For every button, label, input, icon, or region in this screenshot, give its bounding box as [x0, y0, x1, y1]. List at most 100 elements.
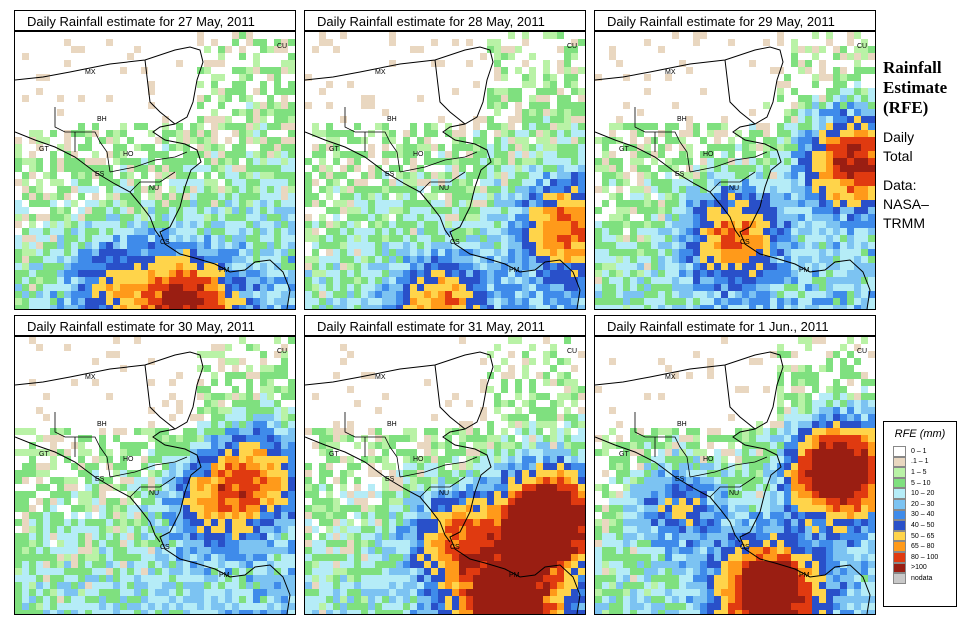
rainfall-cell — [15, 179, 22, 186]
rainfall-cell — [176, 435, 183, 442]
rainfall-cell — [36, 582, 43, 589]
rainfall-cell — [487, 193, 494, 200]
rainfall-cell — [494, 228, 501, 235]
rainfall-cell — [92, 242, 99, 249]
rainfall-cell — [204, 351, 211, 358]
rainfall-cell — [487, 46, 494, 53]
rainfall-cell — [515, 428, 522, 435]
rainfall-cell — [522, 235, 529, 242]
rainfall-cell — [267, 505, 274, 512]
rainfall-cell — [176, 270, 183, 277]
rainfall-cell — [319, 277, 326, 284]
rainfall-cell — [578, 263, 585, 270]
rainfall-cell — [487, 39, 494, 46]
rainfall-cell — [260, 46, 267, 53]
rainfall-cell — [494, 221, 501, 228]
rainfall-cell — [494, 60, 501, 67]
rainfall-cell — [728, 39, 735, 46]
rainfall-cell — [99, 428, 106, 435]
rainfall-cell — [148, 151, 155, 158]
rainfall-cell — [819, 305, 826, 309]
rainfall-cell — [78, 270, 85, 277]
rainfall-cell — [543, 435, 550, 442]
rainfall-cell — [452, 165, 459, 172]
rainfall-cell — [176, 207, 183, 214]
rainfall-cell — [246, 123, 253, 130]
rainfall-cell — [281, 46, 288, 53]
rainfall-cell — [15, 284, 22, 291]
rainfall-cell — [176, 228, 183, 235]
rainfall-cell — [515, 393, 522, 400]
rainfall-cell — [169, 442, 176, 449]
rainfall-cell — [459, 186, 466, 193]
rainfall-cell — [288, 256, 295, 263]
rainfall-cell — [819, 102, 826, 109]
rainfall-cell — [707, 151, 714, 158]
rainfall-cell — [564, 484, 571, 491]
rainfall-cell — [92, 505, 99, 512]
rainfall-cell — [431, 449, 438, 456]
rainfall-cell — [389, 270, 396, 277]
rainfall-cell — [134, 214, 141, 221]
rainfall-cell — [50, 249, 57, 256]
rainfall-cell — [431, 179, 438, 186]
rainfall-cell — [452, 200, 459, 207]
rainfall-cell — [85, 470, 92, 477]
rainfall-cell — [134, 428, 141, 435]
rainfall-cell — [550, 256, 557, 263]
rainfall-cell — [78, 95, 85, 102]
rainfall-cell — [798, 249, 805, 256]
rainfall-cell — [169, 519, 176, 526]
rainfall-cell — [225, 242, 232, 249]
rainfall-cell — [190, 235, 197, 242]
rainfall-cell — [354, 400, 361, 407]
rainfall-cell — [134, 123, 141, 130]
rainfall-cell — [480, 242, 487, 249]
rainfall-cell — [148, 207, 155, 214]
rainfall-cell — [211, 470, 218, 477]
rainfall-cell — [784, 221, 791, 228]
rainfall-cell — [396, 235, 403, 242]
rainfall-cell — [847, 88, 854, 95]
rainfall-cell — [487, 249, 494, 256]
rainfall-cell — [281, 470, 288, 477]
rainfall-cell — [232, 421, 239, 428]
rainfall-cell — [798, 179, 805, 186]
rainfall-cell — [43, 505, 50, 512]
rainfall-cell — [564, 144, 571, 151]
rainfall-cell — [99, 298, 106, 305]
rainfall-cell — [700, 193, 707, 200]
rainfall-cell — [557, 463, 564, 470]
rainfall-cell — [679, 200, 686, 207]
rainfall-cell — [637, 270, 644, 277]
rainfall-cell — [169, 610, 176, 614]
rainfall-cell — [686, 291, 693, 298]
rainfall-cell — [571, 207, 578, 214]
rainfall-cell — [784, 263, 791, 270]
rainfall-cell — [791, 298, 798, 305]
rainfall-cell — [134, 298, 141, 305]
rainfall-cell — [22, 610, 29, 614]
rainfall-cell — [155, 228, 162, 235]
rainfall-cell — [267, 172, 274, 179]
rainfall-cell — [183, 582, 190, 589]
rainfall-cell — [148, 575, 155, 582]
rainfall-cell — [106, 512, 113, 519]
rainfall-cell — [340, 428, 347, 435]
rainfall-cell — [557, 400, 564, 407]
rainfall-cell — [508, 414, 515, 421]
rainfall-cell — [672, 186, 679, 193]
rainfall-cell — [253, 512, 260, 519]
rainfall-cell — [36, 547, 43, 554]
rainfall-cell — [501, 46, 508, 53]
rainfall-cell — [106, 214, 113, 221]
rainfall-cell — [501, 456, 508, 463]
rainfall-cell — [218, 547, 225, 554]
rainfall-cell — [127, 519, 134, 526]
rainfall-cell — [169, 491, 176, 498]
rainfall-cell — [218, 540, 225, 547]
rainfall-cell — [847, 32, 854, 39]
rainfall-cell — [36, 533, 43, 540]
rainfall-cell — [29, 165, 36, 172]
rainfall-cell — [536, 256, 543, 263]
